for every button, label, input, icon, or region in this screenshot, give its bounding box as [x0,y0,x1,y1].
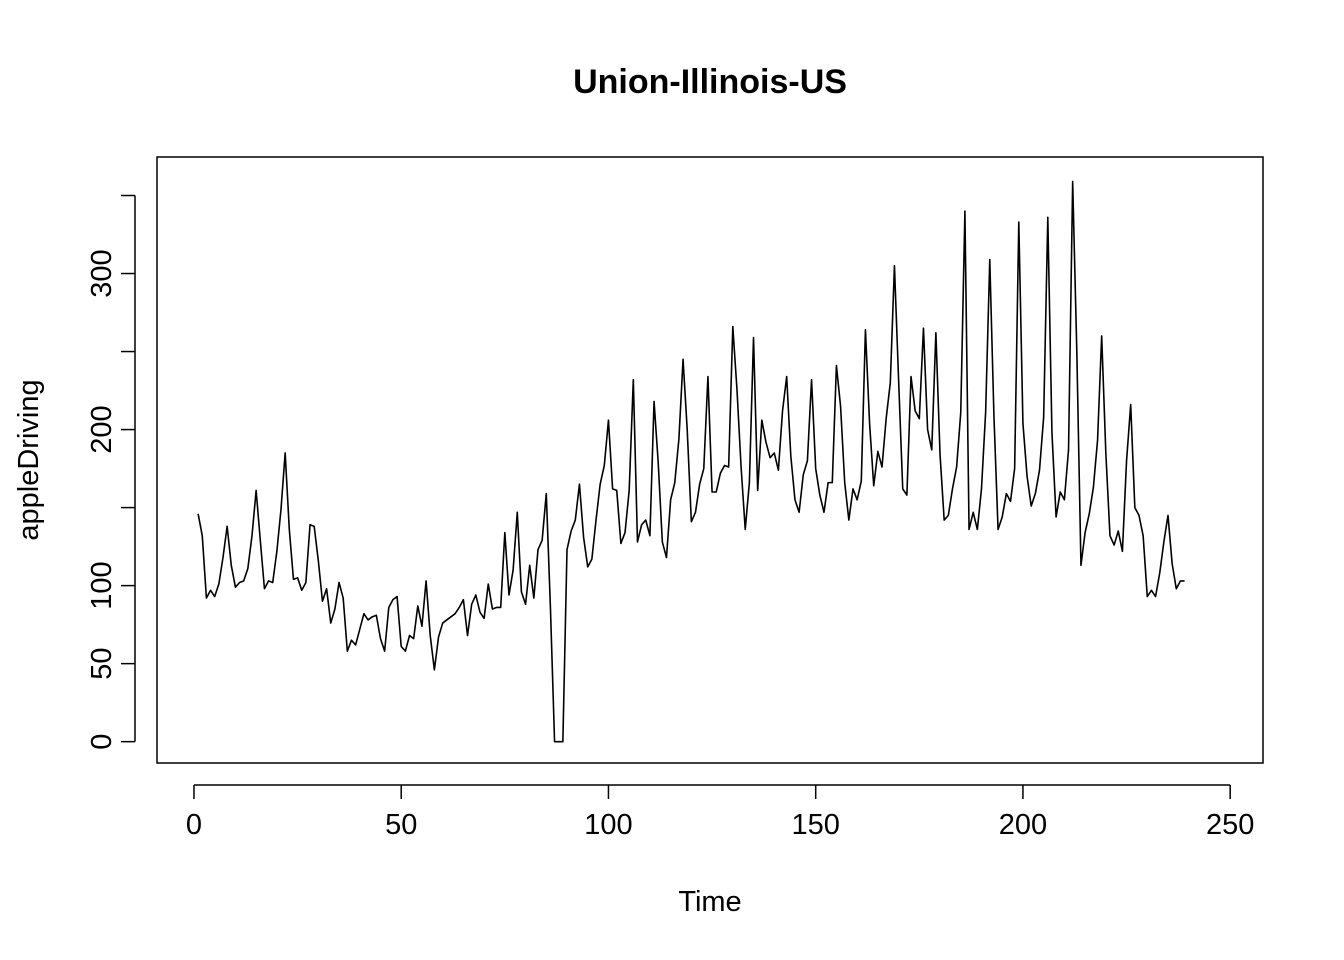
y-tick-label: 50 [86,648,118,680]
y-tick-label: 300 [86,249,118,297]
y-axis-label: appleDriving [13,379,45,540]
x-tick-label: 50 [385,809,417,841]
x-axis-label: Time [678,886,741,918]
plot-frame [156,156,1264,764]
chart-title: Union-Illinois-US [573,63,847,101]
x-tick-label: 0 [186,809,202,841]
x-tick-label: 100 [584,809,632,841]
x-tick-label: 150 [791,809,839,841]
y-tick-label: 0 [86,734,118,750]
y-tick-label: 100 [86,561,118,609]
x-tick-label: 200 [999,809,1047,841]
series-line [197,180,1185,743]
x-tick-label: 250 [1206,809,1254,841]
y-axis: 0 50 100 200 300 [86,194,136,750]
y-tick-label: 200 [86,405,118,453]
x-axis: 0 50 100 150 200 250 [186,784,1254,841]
